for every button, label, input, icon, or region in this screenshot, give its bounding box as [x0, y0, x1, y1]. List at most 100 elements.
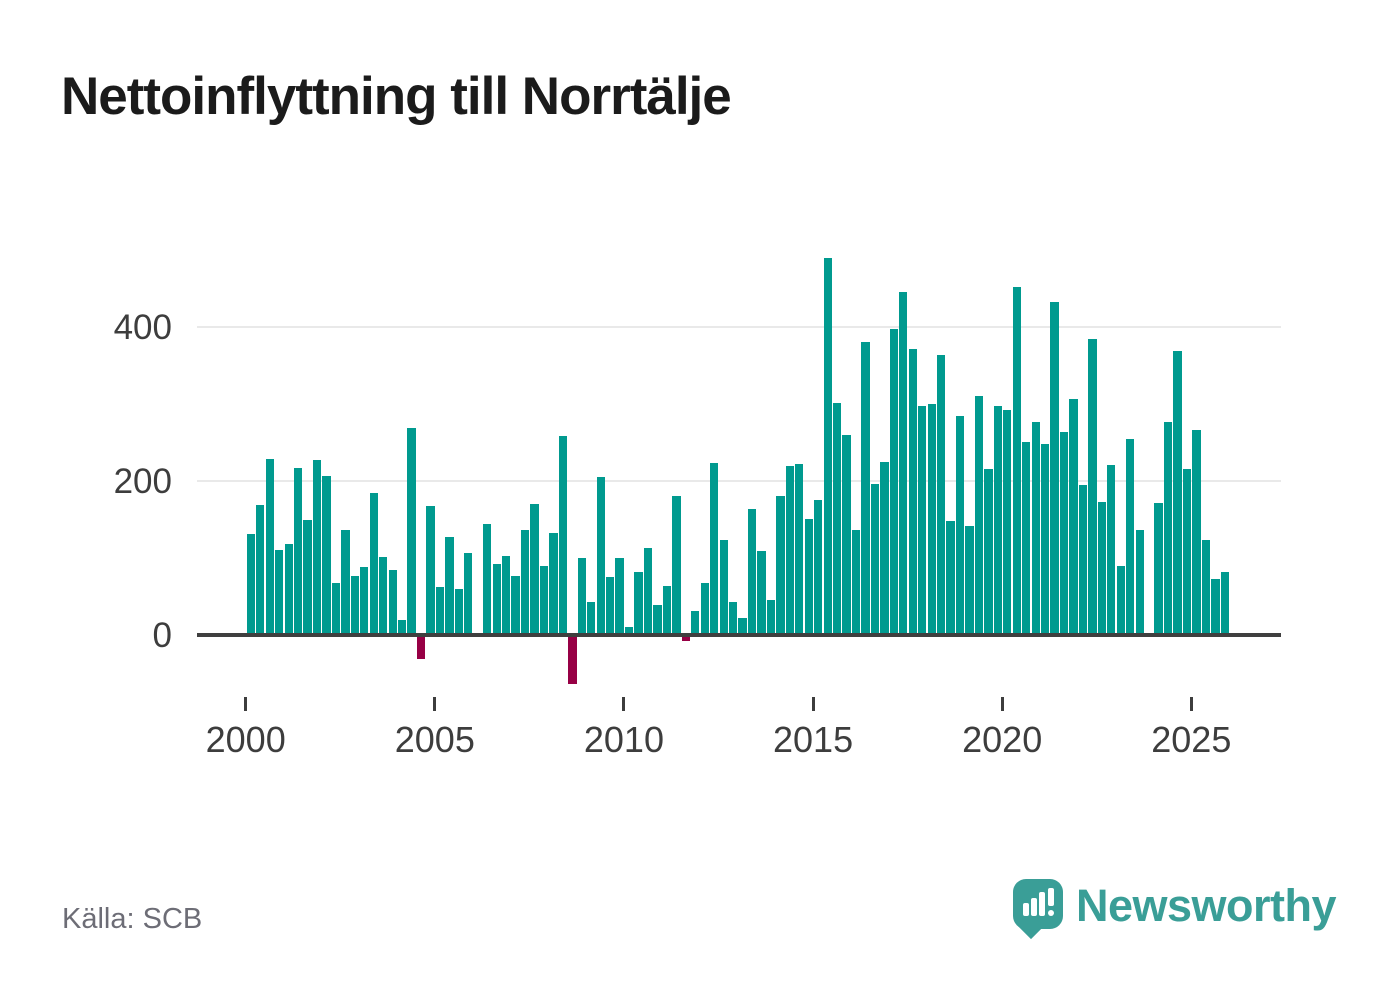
- bar-2000-q3: [265, 459, 274, 635]
- bar-2002-q3: [341, 529, 350, 635]
- bar-2022-q4: [1107, 464, 1116, 635]
- bar-2004-q2: [407, 427, 416, 635]
- bar-2017-q4: [918, 406, 927, 635]
- bar-2018-q2: [936, 355, 946, 635]
- bar-2011-q3: [681, 635, 690, 642]
- bar-2020-q4: [1031, 422, 1040, 635]
- x-axis-zero-line: [197, 633, 1281, 637]
- bar-2019-q2: [974, 395, 984, 635]
- bar-2001-q1: [284, 544, 293, 635]
- bar-2007-q3: [530, 504, 539, 635]
- bar-2009-q1: [587, 601, 596, 635]
- bar-2013-q1: [738, 618, 747, 635]
- bar-2021-q2: [1050, 302, 1059, 635]
- bar-2006-q3: [492, 564, 501, 635]
- bar-2007-q1: [511, 576, 520, 635]
- bar-2022-q1: [1078, 484, 1088, 635]
- bar-2020-q2: [1012, 286, 1021, 635]
- bar-2011-q1: [662, 585, 672, 635]
- gridline-y-400: [197, 326, 1281, 328]
- bar-2011-q2: [672, 495, 681, 635]
- bar-2018-q1: [927, 404, 936, 635]
- bar-2000-q2: [256, 504, 265, 635]
- newsworthy-logo: Newsworthy: [1012, 877, 1337, 947]
- bar-2018-q4: [955, 416, 965, 635]
- bar-2009-q4: [615, 558, 624, 635]
- newsworthy-wordmark: Newsworthy: [1076, 880, 1337, 931]
- bar-2025-q3: [1211, 578, 1220, 635]
- bar-2024-q2: [1163, 421, 1173, 635]
- bar-2005-q3: [454, 588, 464, 635]
- bar-2012-q2: [710, 463, 719, 635]
- bar-2013-q2: [747, 508, 757, 635]
- bar-2023-q3: [1135, 529, 1144, 635]
- bar-2019-q3: [984, 468, 993, 635]
- bar-2001-q3: [303, 519, 312, 635]
- bar-2020-q3: [1022, 441, 1031, 635]
- bar-2002-q4: [350, 575, 359, 635]
- bar-2014-q3: [795, 464, 804, 635]
- bar-2020-q1: [1003, 410, 1012, 635]
- bar-2013-q3: [757, 551, 766, 635]
- y-axis-label-0: 0: [152, 616, 172, 655]
- page-title: Nettoinflyttning till Norrtälje: [61, 67, 732, 126]
- bar-2000-q4: [275, 550, 284, 635]
- bar-2007-q4: [539, 565, 549, 635]
- logo-exclamation-dot: [1048, 910, 1054, 916]
- bar-2016-q2: [861, 342, 870, 635]
- bar-2008-q3: [568, 635, 577, 684]
- bar-2024-q3: [1173, 350, 1182, 635]
- bar-2005-q4: [464, 553, 473, 635]
- bar-2025-q2: [1201, 540, 1211, 635]
- logo-mini-bar-2: [1031, 898, 1037, 916]
- bar-2021-q4: [1069, 398, 1078, 635]
- bar-2021-q3: [1059, 432, 1069, 635]
- bar-2003-q1: [360, 567, 369, 635]
- y-axis-label-400: 400: [113, 308, 172, 347]
- bar-2008-q4: [577, 558, 586, 635]
- bar-2014-q1: [776, 496, 785, 635]
- bar-2024-q4: [1182, 468, 1192, 635]
- bar-2014-q2: [785, 465, 794, 635]
- bar-2016-q1: [851, 529, 861, 635]
- bar-2010-q4: [653, 604, 662, 635]
- bar-2015-q4: [842, 434, 851, 635]
- bar-2019-q4: [993, 406, 1003, 635]
- bar-2008-q1: [549, 532, 558, 635]
- x-tick-2005: [433, 697, 437, 711]
- x-tick-2000: [244, 697, 248, 711]
- bar-2024-q1: [1154, 502, 1163, 635]
- x-axis-label-2020: 2020: [962, 719, 1043, 760]
- x-tick-2020: [1000, 697, 1004, 711]
- bar-2014-q4: [804, 518, 813, 635]
- x-axis-label-2025: 2025: [1151, 719, 1232, 760]
- bar-2003-q3: [379, 557, 388, 635]
- newsworthy-speech-bubble-chart-icon: [1013, 879, 1063, 929]
- bar-2013-q4: [766, 600, 776, 635]
- x-axis-label-2005: 2005: [394, 719, 475, 760]
- bar-2006-q2: [483, 524, 492, 635]
- bar-2001-q4: [312, 460, 322, 635]
- bar-2023-q2: [1126, 439, 1135, 635]
- bar-2009-q2: [596, 477, 605, 635]
- bar-2025-q1: [1192, 430, 1201, 635]
- bar-2017-q1: [889, 329, 898, 635]
- logo-mini-bar-3: [1039, 892, 1045, 916]
- bar-2015-q3: [832, 403, 842, 635]
- x-tick-2015: [811, 697, 815, 711]
- bar-2000-q1: [246, 534, 255, 635]
- x-axis-label-2000: 2000: [205, 719, 286, 760]
- bar-2016-q3: [870, 484, 880, 635]
- bar-2006-q4: [502, 556, 511, 635]
- x-tick-2025: [1189, 697, 1193, 711]
- logo-exclamation-bar: [1048, 888, 1054, 906]
- bar-2012-q4: [728, 601, 738, 635]
- source-caption: Källa: SCB: [62, 903, 203, 935]
- bar-2004-q3: [416, 635, 426, 659]
- bar-2002-q1: [322, 476, 331, 635]
- bar-2016-q4: [880, 461, 889, 635]
- bar-2019-q1: [965, 526, 974, 635]
- bar-2023-q1: [1116, 565, 1125, 635]
- bar-2011-q4: [691, 611, 700, 635]
